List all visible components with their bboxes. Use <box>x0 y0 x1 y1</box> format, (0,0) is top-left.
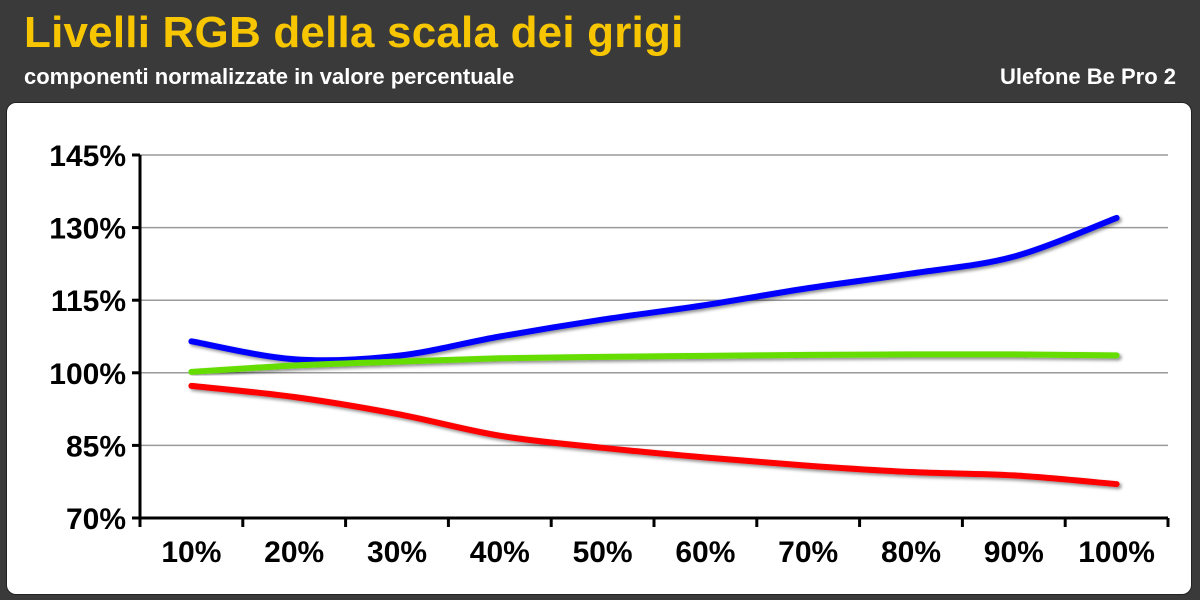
y-tick-label: 130% <box>49 213 126 246</box>
x-tick-label: 40% <box>470 536 530 569</box>
axes <box>132 153 1170 527</box>
x-tick-label: 70% <box>778 536 838 569</box>
y-tick-label: 85% <box>66 430 126 463</box>
series-line-1 <box>188 351 1120 375</box>
tick-labels: 70% 85% 100% 115% 130% 145% 10% 20% 30% 40% 50% 60%… <box>49 140 1155 569</box>
x-tick-label: 90% <box>984 536 1044 569</box>
series-lines <box>188 214 1120 488</box>
device-name: Ulefone Be Pro 2 <box>999 64 1176 89</box>
x-tick-label: 50% <box>573 536 633 569</box>
x-tick-label: 10% <box>161 536 221 569</box>
chart-subtitle: componenti normalizzate in valore percen… <box>24 64 515 89</box>
x-tick-label: 80% <box>881 536 941 569</box>
y-tick-label: 145% <box>49 140 126 173</box>
grid-lines <box>140 154 1168 447</box>
x-tick-label: 100% <box>1078 536 1155 569</box>
x-tick-label: 30% <box>367 536 427 569</box>
series-line-2 <box>188 382 1120 488</box>
x-tick-label: 60% <box>675 536 735 569</box>
y-tick-label: 70% <box>66 503 126 536</box>
y-tick-label: 115% <box>51 285 126 318</box>
series-line-0 <box>188 214 1120 364</box>
chart-header: Livelli RGB della scala dei grigi compon… <box>0 0 1200 100</box>
chart-panel <box>6 102 1192 595</box>
chart-title: Livelli RGB della scala dei grigi <box>24 8 684 57</box>
y-tick-label: 100% <box>49 358 126 391</box>
x-tick-label: 20% <box>264 536 324 569</box>
